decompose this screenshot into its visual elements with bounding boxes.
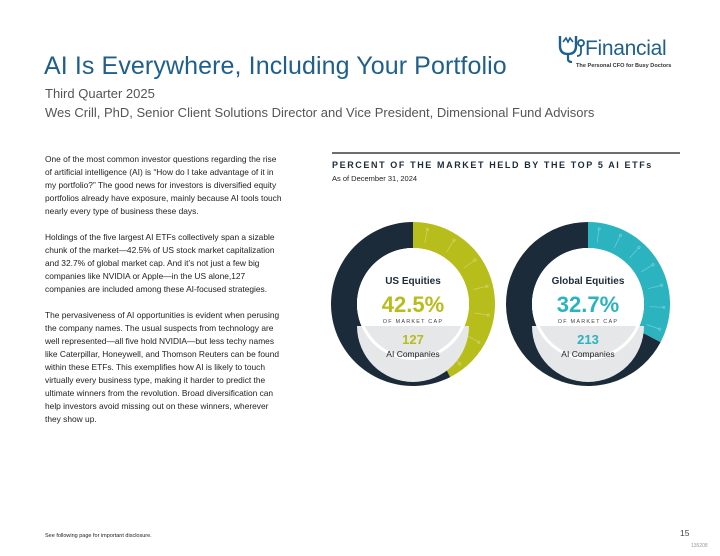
donut-title: Global Equities — [552, 276, 625, 287]
donut-sublabel: OF MARKET CAP — [383, 319, 443, 325]
circuit-line — [614, 235, 621, 249]
circuit-node — [662, 305, 666, 309]
chart-top-rule — [332, 152, 680, 154]
circuit-pattern — [596, 227, 666, 331]
chart-date: As of December 31, 2024 — [332, 174, 418, 183]
donut-center-lower — [357, 326, 469, 382]
logo-wordmark: Financial — [585, 37, 667, 60]
circuit-node — [658, 327, 662, 331]
article-body: One of the most common investor question… — [45, 153, 285, 439]
donut-count: 127 — [402, 332, 424, 347]
donut-svg: Global Equities 32.7% OF MARKET CAP 213 AI C… — [506, 222, 670, 386]
donut-center-lower — [532, 326, 644, 382]
donut-chart-us-equities: US Equities 42.5% OF MARKET CAP 127 AI Compa… — [330, 204, 496, 404]
stethoscope-logo-icon — [558, 36, 585, 64]
donut-slice-ai-share — [588, 222, 670, 343]
company-logo: Financial The Personal CFO for Busy Doct… — [557, 32, 687, 72]
author-line: Wes Crill, PhD, Senior Client Solutions … — [45, 105, 595, 120]
circuit-node — [637, 246, 641, 250]
circuit-line — [646, 324, 660, 330]
donut-count-caption: AI Companies — [561, 349, 614, 359]
body-paragraph: Holdings of the five largest AI ETFs col… — [45, 232, 275, 294]
circuit-node — [618, 233, 622, 237]
circuit-node — [651, 263, 655, 267]
circuit-node — [597, 227, 601, 231]
circuit-line — [463, 259, 476, 269]
disclosure-note: See following page for important disclos… — [45, 533, 152, 539]
body-paragraph: The pervasiveness of AI opportunities is… — [45, 310, 280, 424]
page-subtitle: Third Quarter 2025 — [45, 86, 155, 101]
circuit-line — [647, 284, 662, 290]
donut-count: 213 — [577, 332, 599, 347]
donut-sublabel: OF MARKET CAP — [558, 319, 618, 325]
circuit-pattern — [424, 227, 490, 366]
circuit-line — [424, 229, 428, 244]
circuit-node — [660, 283, 664, 287]
donut-svg: US Equities 42.5% OF MARKET CAP 127 AI Compa… — [331, 222, 495, 386]
circuit-line — [640, 264, 654, 273]
circuit-line — [466, 334, 479, 343]
circuit-node — [458, 362, 462, 366]
circuit-line — [649, 306, 664, 308]
donut-chart-global-equities: Global Equities 32.7% OF MARKET CAP 213 AI C… — [505, 204, 671, 404]
circuit-line — [473, 285, 487, 290]
page-number: 15 — [680, 528, 690, 538]
circuit-node — [486, 313, 490, 317]
circuit-line — [474, 312, 489, 316]
circuit-line — [629, 247, 640, 259]
document-code: 135208 — [691, 543, 708, 549]
circuit-node — [485, 284, 489, 288]
logo-tagline: The Personal CFO for Busy Doctors — [576, 63, 672, 69]
page-title: AI Is Everywhere, Including Your Portfol… — [44, 52, 507, 80]
circuit-node — [477, 340, 481, 344]
donut-count-caption: AI Companies — [386, 349, 439, 359]
body-paragraph: One of the most common investor question… — [45, 154, 282, 216]
donut-title: US Equities — [385, 276, 441, 287]
donut-value: 32.7% — [557, 292, 619, 317]
circuit-node — [452, 238, 456, 242]
circuit-node — [473, 258, 477, 262]
donut-slice-ai-share — [413, 222, 495, 378]
circuit-line — [596, 228, 600, 243]
circuit-node — [425, 227, 429, 231]
circuit-line — [446, 239, 455, 253]
chart-heading: PERCENT OF THE MARKET HELD BY THE TOP 5 … — [332, 160, 653, 170]
donut-value: 42.5% — [382, 292, 444, 317]
